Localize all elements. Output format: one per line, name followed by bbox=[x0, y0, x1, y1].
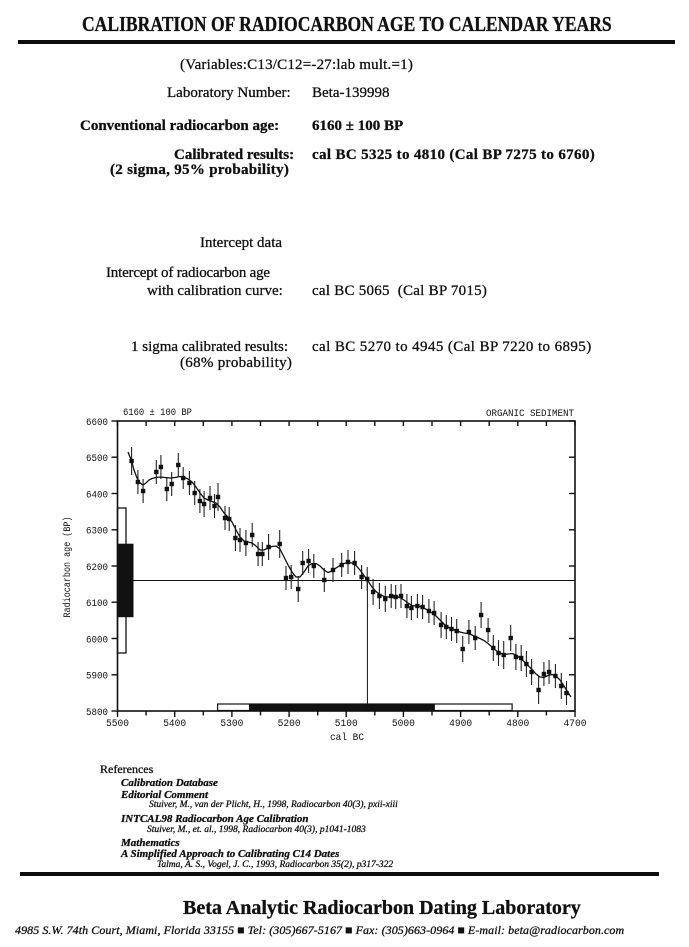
svg-text:6000: 6000 bbox=[86, 634, 108, 646]
svg-text:4800: 4800 bbox=[506, 718, 529, 730]
svg-text:Radiocarbon age (BP): Radiocarbon age (BP) bbox=[62, 517, 74, 618]
svg-text:4900: 4900 bbox=[449, 718, 472, 730]
svg-text:6300: 6300 bbox=[86, 526, 108, 538]
svg-text:5500: 5500 bbox=[106, 718, 129, 730]
svg-text:6200: 6200 bbox=[86, 562, 108, 574]
svg-text:6160 ± 100 BP: 6160 ± 100 BP bbox=[123, 407, 192, 419]
svg-text:5000: 5000 bbox=[392, 718, 415, 730]
svg-text:cal BC: cal BC bbox=[330, 732, 364, 744]
svg-text:6500: 6500 bbox=[86, 453, 108, 465]
svg-text:4700: 4700 bbox=[564, 718, 587, 730]
svg-text:6400: 6400 bbox=[86, 489, 108, 501]
svg-text:6100: 6100 bbox=[86, 598, 108, 610]
svg-text:6600: 6600 bbox=[86, 417, 108, 429]
svg-text:5900: 5900 bbox=[86, 671, 108, 683]
svg-text:5300: 5300 bbox=[220, 718, 243, 730]
svg-text:5100: 5100 bbox=[335, 718, 358, 730]
svg-text:5200: 5200 bbox=[278, 718, 301, 730]
svg-text:5400: 5400 bbox=[163, 718, 186, 730]
svg-text:5800: 5800 bbox=[86, 707, 108, 719]
svg-text:ORGANIC SEDIMENT: ORGANIC SEDIMENT bbox=[486, 408, 574, 420]
